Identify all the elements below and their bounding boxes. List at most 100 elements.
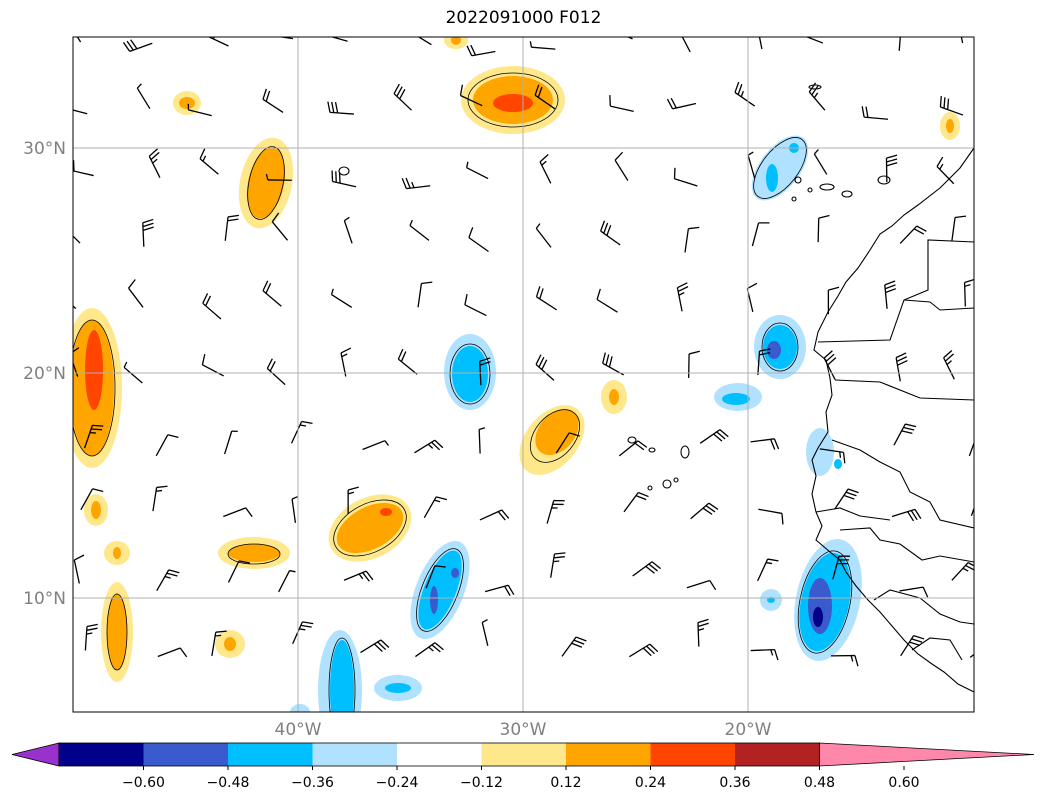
- wind-barb: [555, 432, 580, 454]
- wind-barb: [951, 215, 967, 242]
- positive-anomaly-east-core: [946, 119, 954, 133]
- wind-barb: [142, 218, 154, 247]
- wind-barb: [201, 353, 224, 377]
- colorbar-tick-label: 0.12: [550, 775, 581, 791]
- wind-barb: [750, 438, 780, 450]
- wind-barb: [546, 499, 565, 524]
- wind-barb: [830, 654, 859, 667]
- wind-barb: [277, 37, 294, 40]
- wind-barb: [969, 653, 974, 658]
- wind-barb: [468, 227, 489, 253]
- wind-barb: [83, 424, 104, 449]
- negative-anomaly-coast-21n: [754, 315, 806, 379]
- wind-barb: [899, 586, 929, 598]
- lat-label-30n: 30°N: [23, 139, 66, 159]
- positive-anomaly-38w-30n: [238, 137, 294, 229]
- negative-anomaly-35w-6n-core: [385, 683, 411, 693]
- wind-barb: [484, 584, 515, 597]
- positive-anomaly-west-20n: [73, 308, 122, 468]
- wind-barb: [415, 642, 444, 658]
- colorbar-tick-label: 0.36: [719, 775, 750, 791]
- positive-anomaly-w8n: [101, 582, 133, 682]
- wind-barb: [823, 350, 837, 380]
- colorbar-extend-low: [11, 742, 60, 767]
- wind-barb: [629, 643, 659, 658]
- wind-barb: [464, 293, 487, 317]
- wind-barb: [834, 488, 859, 510]
- positive-anomaly-small-core: [179, 97, 195, 109]
- positive-anomaly-29w-17n: [519, 405, 585, 475]
- wind-barb: [805, 37, 824, 44]
- wind-barb: [211, 630, 227, 656]
- wind-barb: [122, 39, 153, 53]
- negative-anomaly-bottom: [290, 704, 310, 712]
- wind-barb: [343, 216, 353, 244]
- colorbar-cell: [481, 743, 566, 766]
- wind-barb: [84, 623, 98, 651]
- lon-label-20w: 20°W: [725, 720, 772, 740]
- wind-barb: [327, 101, 354, 115]
- wind-barb: [417, 37, 432, 46]
- positive-anomaly-42w-12n: [218, 537, 290, 569]
- lat-label-20n: 20°N: [23, 364, 66, 384]
- wind-barb: [600, 220, 621, 246]
- colorbar-tick-label: 0.24: [635, 775, 666, 791]
- colorbar-tick-label: −0.12: [460, 775, 503, 791]
- wind-barb: [459, 84, 483, 107]
- lat-label-10n: 10°N: [23, 589, 66, 609]
- wind-barb: [262, 88, 284, 113]
- wind-barb: [899, 225, 927, 244]
- wind-barb: [690, 502, 719, 520]
- wind-barb: [265, 173, 292, 181]
- wind-barb: [347, 486, 359, 515]
- wind-barb: [466, 161, 489, 180]
- negative-anomaly-coast-16n: [806, 428, 834, 476]
- wind-barb: [291, 496, 298, 523]
- wind-barb: [684, 226, 700, 253]
- lon-label-30w: 30°W: [500, 720, 547, 740]
- wind-barb: [80, 488, 104, 511]
- positive-anomaly-w12n-core: [113, 547, 121, 559]
- wind-barb: [362, 440, 389, 451]
- wind-barb: [76, 37, 82, 43]
- wind-barb: [478, 427, 486, 454]
- wind-barb: [936, 156, 955, 185]
- wind-barb: [128, 279, 144, 308]
- wind-barb: [152, 485, 168, 512]
- wind-barb: [614, 151, 629, 181]
- wind-barb: [951, 562, 974, 581]
- wind-barb: [757, 558, 779, 582]
- wind-barb: [227, 560, 250, 583]
- wind-barb: [271, 212, 289, 241]
- wind-barb: [262, 280, 282, 307]
- wind-barb: [939, 96, 964, 116]
- wind-barb: [155, 434, 179, 457]
- wind-barb: [202, 293, 222, 320]
- wind-barb: [224, 214, 239, 241]
- wind-barb: [666, 97, 697, 110]
- wind-barb: [734, 81, 756, 107]
- wind-barb: [758, 508, 784, 525]
- wind-barb: [136, 83, 151, 110]
- wind-barb: [423, 496, 448, 518]
- wind-barb: [891, 508, 922, 522]
- wind-barb: [884, 280, 897, 309]
- wind-barb: [632, 561, 662, 577]
- colorbar-tick-label: 0.48: [804, 775, 835, 791]
- wind-barb: [751, 222, 770, 247]
- colorbar-tick-label: 0.60: [888, 775, 919, 791]
- negative-anomaly-coast-19n-core: [722, 393, 750, 405]
- wind-barb: [535, 223, 552, 248]
- wind-barb: [596, 288, 618, 313]
- wind-barb: [397, 348, 418, 375]
- wind-barb: [535, 354, 555, 381]
- map-title: 2022091000 F012: [445, 8, 602, 28]
- wind-barb: [479, 509, 510, 521]
- wind-barb: [278, 569, 296, 593]
- wind-barb: [813, 149, 828, 175]
- wind-barb: [539, 154, 552, 184]
- wind-barbs: [73, 37, 974, 667]
- colorbar-cell: [312, 743, 397, 766]
- wind-barb: [187, 103, 212, 117]
- wind-barb: [895, 352, 908, 382]
